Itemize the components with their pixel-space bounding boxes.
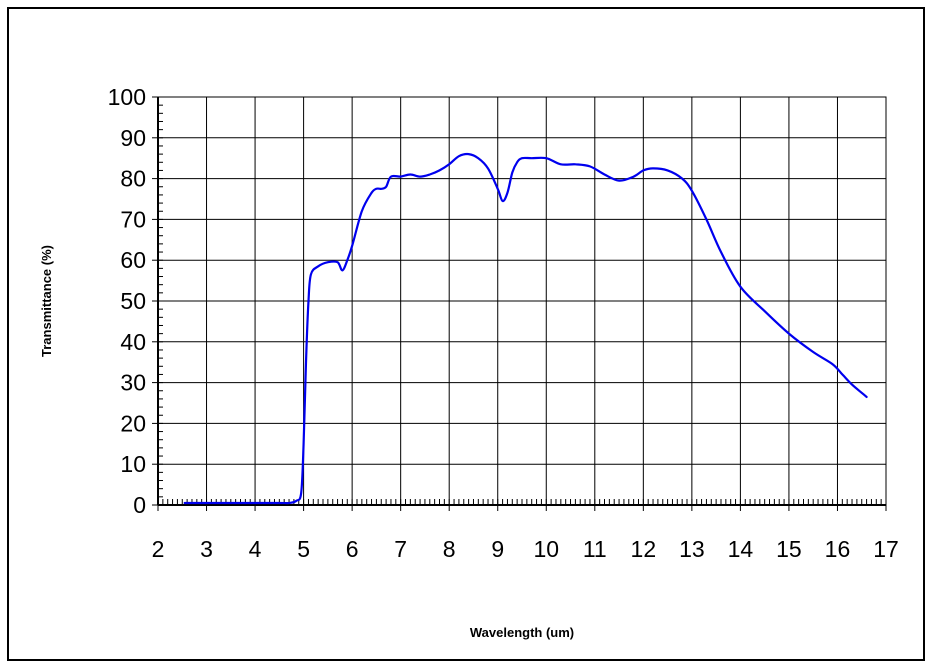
x-tick-label: 4: [249, 536, 262, 562]
x-tick-label: 6: [346, 536, 359, 562]
x-tick-label: 17: [873, 536, 899, 562]
y-tick-label: 50: [120, 288, 146, 314]
y-tick-label: 90: [120, 125, 146, 151]
y-tick-label: 60: [120, 247, 146, 273]
y-tick-label: 80: [120, 166, 146, 192]
x-tick-label: 13: [679, 536, 705, 562]
y-tick-label: 70: [120, 206, 146, 232]
x-axis-title: Wavelength (um): [470, 625, 574, 640]
x-tick-label: 14: [728, 536, 754, 562]
y-tick-labels: 0 10 20 30 40 50 60 70 80 90 100: [108, 84, 146, 518]
y-tick-label: 10: [120, 451, 146, 477]
x-tick-label: 10: [533, 536, 559, 562]
y-axis-title: Transmittance (%): [39, 245, 54, 357]
x-tick-label: 2: [152, 536, 165, 562]
x-tick-label: 8: [443, 536, 456, 562]
x-tick-label: 7: [394, 536, 407, 562]
x-tick-label: 11: [583, 536, 607, 562]
y-tick-label: 100: [108, 84, 146, 110]
x-tick-label: 15: [776, 536, 802, 562]
y-tick-label: 30: [120, 370, 146, 396]
x-tick-label: 9: [491, 536, 504, 562]
x-tick-labels: 2 3 4 5 6 7 8 9 10 11 12 13 14 15 16 17: [152, 536, 899, 562]
x-tick-label: 12: [631, 536, 657, 562]
y-tick-label: 20: [120, 410, 146, 436]
x-tick-label: 16: [825, 536, 851, 562]
x-tick-label: 5: [297, 536, 310, 562]
transmittance-series-line-0: [183, 152, 868, 505]
x-tick-label: 3: [200, 536, 213, 562]
y-tick-label: 40: [120, 329, 146, 355]
series-group: [183, 152, 868, 505]
axes: [152, 96, 887, 511]
y-tick-label: 0: [133, 492, 146, 518]
